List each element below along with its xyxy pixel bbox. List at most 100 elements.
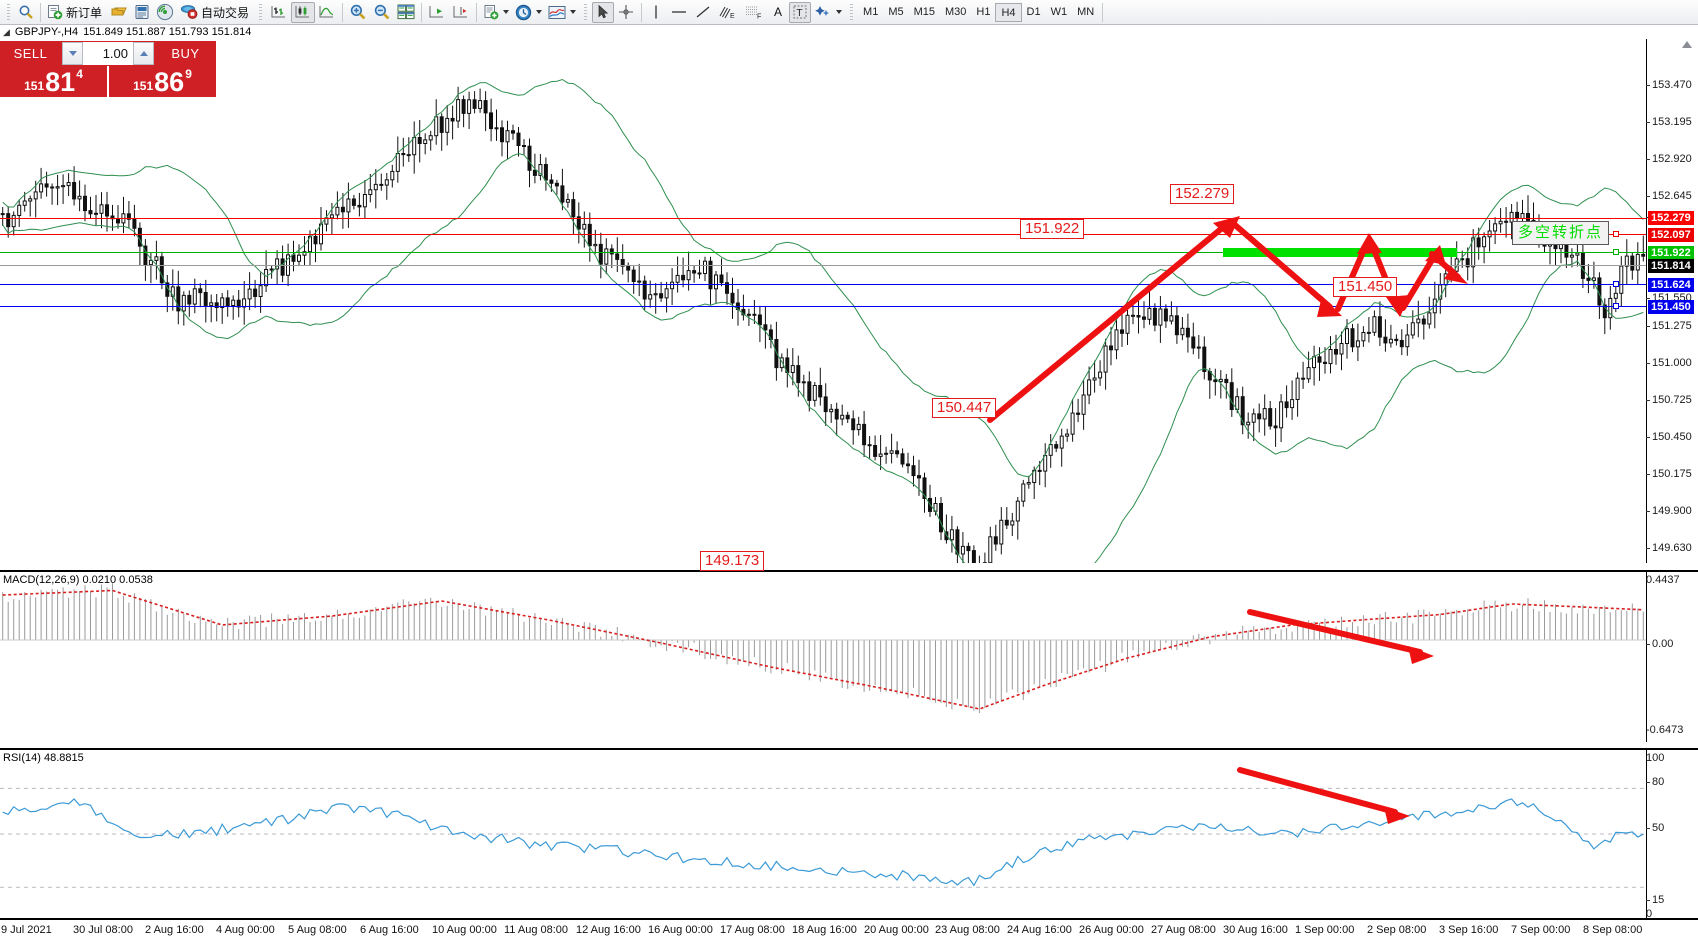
rsi-axis: 100 80 50 15 0 [1646,750,1698,920]
green-zone-highlight[interactable] [1223,248,1457,257]
buy-price-display[interactable]: 151 86 9 [109,66,216,97]
pivot-line-151922[interactable] [0,252,1646,253]
bar-chart-button[interactable] [267,2,291,23]
chart-scroll-up-icon[interactable] [1682,41,1692,48]
support-upper-badge[interactable]: 151.624 [1648,278,1694,292]
line-chart-button[interactable] [315,2,339,23]
support-line-151450[interactable] [0,306,1646,307]
chevron-down-icon-3[interactable] [570,10,577,14]
annotation-151450[interactable]: 151.450 [1333,277,1398,297]
timeframe-d1[interactable]: D1 [1026,5,1041,18]
vertical-line-button[interactable] [645,2,667,23]
support-handle-151450[interactable] [1613,303,1619,309]
volume-increase-button[interactable] [133,42,154,65]
bar-chart-icon [270,4,288,20]
resistance-upper-badge[interactable]: 152.279 [1648,211,1694,225]
auto-trading-button[interactable]: 自动交易 [177,2,254,23]
candlestick-chart-button[interactable] [291,1,316,23]
period-button[interactable] [512,2,545,23]
signals-button[interactable] [153,2,177,23]
last-price-line-151814[interactable] [0,265,1646,266]
one-click-trading-panel[interactable]: SELL 1.00 BUY 151 81 4 151 86 9 [0,41,216,97]
timeframe-w1[interactable]: W1 [1050,5,1068,18]
support-handle-151624[interactable] [1613,281,1619,287]
volume-decrease-button[interactable] [62,42,83,65]
time-tick: 5 Aug 08:00 [288,924,347,936]
timeframe-m5[interactable]: M5 [888,5,904,18]
rsi-pane[interactable]: RSI(14) 48.8815 100 80 50 15 0 [0,748,1698,920]
pivot-badge[interactable]: 151.922 [1648,246,1694,260]
timeframe-m1[interactable]: M1 [863,5,879,18]
text-label-button[interactable]: T [789,1,812,23]
time-tick: 1 Sep 00:00 [1295,924,1355,936]
chevron-down-icon-4[interactable] [836,10,843,14]
trendline-button[interactable] [691,2,715,23]
horizontal-line-button[interactable] [667,2,691,23]
chart-shift-button[interactable] [425,2,449,23]
toolbar-separator-5 [641,2,643,22]
shapes-button[interactable] [811,2,845,23]
annotation-151922[interactable]: 151.922 [1020,219,1085,239]
resistance-lower-badge[interactable]: 152.097 [1648,228,1694,242]
time-tick: 16 Aug 00:00 [648,924,713,936]
last-price-badge[interactable]: 151.814 [1648,259,1694,273]
chevron-down-icon-2[interactable] [536,10,543,14]
toolbar-grip[interactable] [5,2,12,22]
search-button[interactable] [15,2,37,23]
macd-pane[interactable]: MACD(12,26,9) 0.0210 0.0538 0.4437 0.00 … [0,570,1698,742]
toolbar-grip-3[interactable] [582,2,590,22]
timeframe-h4[interactable]: H4 [995,2,1022,22]
text-button[interactable]: A [767,2,789,23]
zoom-out-button[interactable] [370,2,394,23]
price-plot-area[interactable] [0,39,1698,563]
chevron-down-icon[interactable] [503,10,510,14]
support-line-151624[interactable] [0,284,1646,285]
candlestick-icon [294,4,312,20]
price-axis[interactable]: 153.470 153.195 152.920 152.645 152.370 … [1646,39,1698,591]
price-tick: 151.000 [1646,357,1692,369]
annotation-149173[interactable]: 149.173 [700,551,765,571]
cursor-tool-button[interactable] [592,1,615,23]
rsi-axis-divider [1646,750,1647,918]
support-lower-badge[interactable]: 151.450 [1648,300,1694,314]
timeframe-mn[interactable]: MN [1077,5,1095,18]
fibonacci-button[interactable]: F [741,2,767,23]
macd-plot-area[interactable] [0,572,1698,742]
time-axis[interactable]: 9 Jul 2021 30 Jul 08:00 2 Aug 16:00 4 Aug 0… [0,918,1698,945]
crosshair-tool-button[interactable] [614,2,638,23]
price-chart-pane[interactable]: 153.470 153.195 152.920 152.645 152.370 … [0,39,1698,591]
zoom-in-button[interactable] [346,2,370,23]
rsi-tick: 80 [1646,776,1664,788]
auto-scroll-icon [452,4,470,20]
rsi-tick: 15 [1646,894,1664,906]
resistance-line-152279[interactable] [0,218,1646,219]
resistance-handle-152097[interactable] [1613,231,1619,237]
toolbar-grip-2[interactable] [257,2,265,22]
toolbar-grip-4[interactable] [848,2,856,22]
annotation-turning-point[interactable]: 多空转折点 [1512,221,1610,245]
text-icon: A [774,5,783,19]
line-chart-icon [318,4,336,20]
indicators-button[interactable] [545,2,579,23]
equidistant-channel-button[interactable]: E [715,2,741,23]
volume-stepper[interactable]: 1.00 [61,41,155,66]
expert-advisors-button[interactable] [107,2,131,23]
timeframe-h1[interactable]: H1 [976,5,991,18]
volume-input[interactable]: 1.00 [102,46,128,61]
pivot-handle-151922[interactable] [1613,249,1619,255]
tile-windows-button[interactable] [394,2,418,23]
annotation-150447[interactable]: 150.447 [932,398,997,418]
templates-button[interactable] [480,2,512,23]
new-order-button[interactable]: 新订单 [44,2,107,23]
buy-price-whole: 151 [133,79,154,93]
timeframe-m30[interactable]: M30 [945,5,967,18]
resistance-line-152097[interactable] [0,234,1646,235]
sell-price-display[interactable]: 151 81 4 [0,66,107,97]
metaeditor-button[interactable] [131,2,153,23]
auto-scroll-button[interactable] [449,2,473,23]
sell-button[interactable]: SELL [0,41,61,66]
annotation-152279[interactable]: 152.279 [1170,184,1235,204]
buy-button[interactable]: BUY [155,41,216,66]
timeframe-m15[interactable]: M15 [913,5,935,18]
rsi-plot-area[interactable] [0,750,1698,918]
